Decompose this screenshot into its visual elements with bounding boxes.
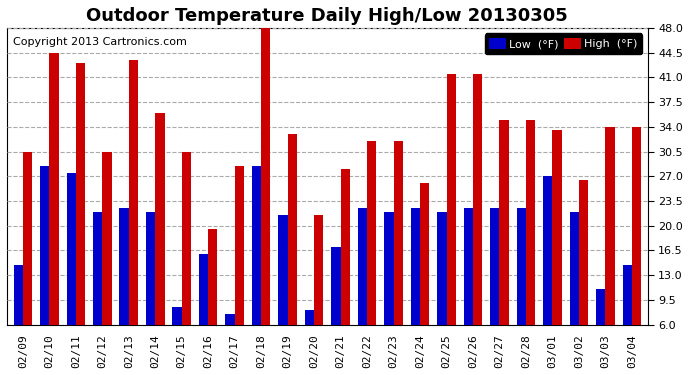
Bar <box>632 127 641 367</box>
Text: Copyright 2013 Cartronics.com: Copyright 2013 Cartronics.com <box>13 37 187 47</box>
Bar <box>393 141 403 367</box>
Bar <box>526 120 535 367</box>
Legend: Low  (°F), High  (°F): Low (°F), High (°F) <box>485 33 642 54</box>
Bar <box>235 166 244 367</box>
Bar <box>76 63 85 367</box>
Bar <box>500 120 509 367</box>
Bar <box>252 166 261 367</box>
Bar <box>464 208 473 367</box>
Bar <box>40 166 49 367</box>
Bar <box>14 264 23 367</box>
Bar <box>358 208 367 367</box>
Bar <box>208 229 217 367</box>
Bar <box>490 208 500 367</box>
Bar <box>314 215 324 367</box>
Bar <box>288 134 297 367</box>
Bar <box>146 211 155 367</box>
Bar <box>129 60 138 367</box>
Bar <box>553 130 562 367</box>
Bar <box>367 141 376 367</box>
Bar <box>384 211 393 367</box>
Bar <box>66 173 76 367</box>
Bar <box>579 180 588 367</box>
Bar <box>199 254 208 367</box>
Bar <box>102 152 112 367</box>
Bar <box>305 310 314 367</box>
Bar <box>473 74 482 367</box>
Bar <box>341 169 350 367</box>
Bar <box>605 127 615 367</box>
Bar <box>517 208 526 367</box>
Bar <box>331 247 341 367</box>
Bar <box>596 289 605 367</box>
Bar <box>172 307 181 367</box>
Bar <box>437 211 446 367</box>
Bar <box>446 74 456 367</box>
Bar <box>155 112 164 367</box>
Bar <box>261 28 270 367</box>
Title: Outdoor Temperature Daily High/Low 20130305: Outdoor Temperature Daily High/Low 20130… <box>86 7 569 25</box>
Bar <box>49 53 59 367</box>
Bar <box>226 314 235 367</box>
Bar <box>411 208 420 367</box>
Bar <box>543 176 553 367</box>
Bar <box>570 211 579 367</box>
Bar <box>93 211 102 367</box>
Bar <box>420 183 429 367</box>
Bar <box>622 264 632 367</box>
Bar <box>23 152 32 367</box>
Bar <box>119 208 129 367</box>
Bar <box>181 152 191 367</box>
Bar <box>278 215 288 367</box>
